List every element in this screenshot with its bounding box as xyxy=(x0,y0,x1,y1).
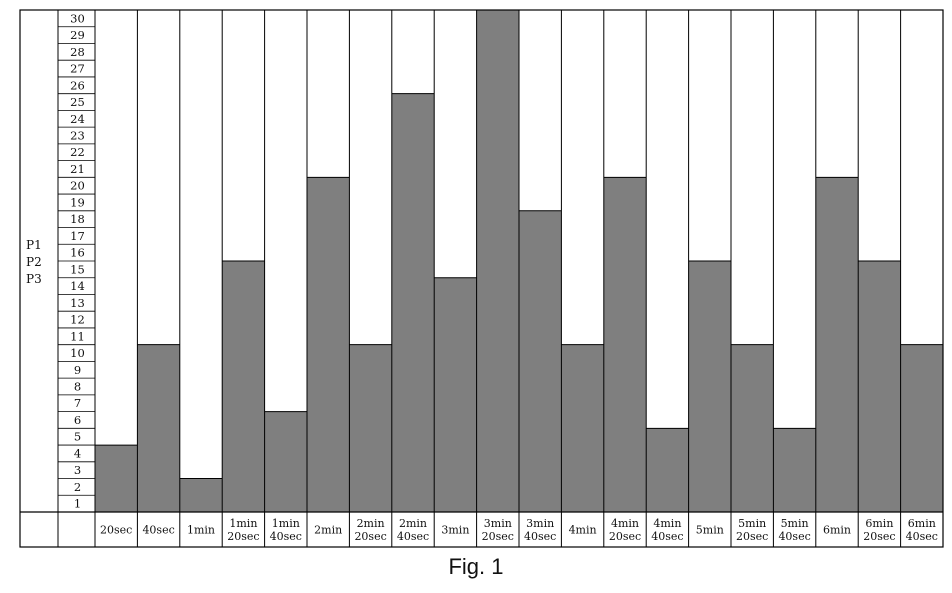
x-category-label: 5min xyxy=(781,517,809,530)
y-tick-label: 17 xyxy=(70,229,85,243)
x-category-label: 40sec xyxy=(397,530,429,543)
bar-10 xyxy=(476,10,519,512)
y-tick-label: 2 xyxy=(74,480,81,494)
y-tick-label: 29 xyxy=(70,28,85,42)
x-category-label: 5min xyxy=(696,524,724,537)
bar-4 xyxy=(222,261,265,512)
x-category-label: 4min xyxy=(611,517,639,530)
y-tick-label: 24 xyxy=(70,112,85,126)
bars-layer xyxy=(95,10,943,513)
y-tick-label: 22 xyxy=(70,145,85,159)
bar-3 xyxy=(179,478,223,512)
y-tick-label: 25 xyxy=(70,95,85,109)
y-tick-label: 4 xyxy=(74,446,81,460)
x-category-label: 2min xyxy=(314,524,342,537)
y-tick-label: 9 xyxy=(74,363,81,377)
y-tick-label: 10 xyxy=(70,346,85,360)
y-tick-label: 16 xyxy=(70,246,85,260)
bar-20 xyxy=(900,344,943,512)
y-tick-label: 27 xyxy=(70,62,85,76)
bar-12 xyxy=(561,344,604,512)
bar-19 xyxy=(858,261,901,512)
x-category-label: 20sec xyxy=(100,524,132,537)
y-tick-label: 13 xyxy=(70,296,85,310)
bar-7 xyxy=(349,344,392,512)
x-category-label: 2min xyxy=(357,517,385,530)
y-tick-label: 23 xyxy=(70,129,85,143)
x-category-label: 1min xyxy=(187,524,215,537)
bar-17 xyxy=(773,428,816,512)
x-category-label: 6min xyxy=(908,517,936,530)
x-category-label: 3min xyxy=(526,517,554,530)
y-tick-label: 11 xyxy=(70,329,85,343)
grid-layer xyxy=(19,9,944,548)
x-category-label: 6min xyxy=(823,524,851,537)
y-tick-label: 3 xyxy=(74,463,81,477)
x-category-label: 6min xyxy=(865,517,893,530)
y-tick-label: 19 xyxy=(70,195,85,209)
y-tick-label: 6 xyxy=(74,413,81,427)
y-tick-label: 30 xyxy=(70,11,85,25)
bar-8 xyxy=(391,93,435,513)
x-category-label: 20sec xyxy=(354,530,386,543)
y-tick-label: 14 xyxy=(70,279,85,293)
x-category-label: 20sec xyxy=(609,530,641,543)
figure-caption: Fig. 1 xyxy=(448,554,504,579)
bar-2 xyxy=(137,344,180,512)
y-tick-label: 20 xyxy=(70,179,85,193)
y-tick-label: 21 xyxy=(70,162,85,176)
row-label-line: P2 xyxy=(26,255,42,269)
y-tick-label: 7 xyxy=(74,396,81,410)
x-category-label: 20sec xyxy=(863,530,895,543)
x-category-label: 40sec xyxy=(270,530,302,543)
bar-9 xyxy=(434,277,477,512)
x-category-label: 20sec xyxy=(736,530,768,543)
x-category-label: 1min xyxy=(272,517,300,530)
bar-13 xyxy=(603,177,647,513)
x-category-label: 3min xyxy=(441,524,469,537)
bar-18 xyxy=(815,177,859,513)
y-tick-label: 1 xyxy=(74,497,81,511)
x-category-label: 20sec xyxy=(482,530,514,543)
y-tick-label: 28 xyxy=(70,45,85,59)
y-tick-label: 12 xyxy=(70,313,85,327)
x-category-label: 40sec xyxy=(906,530,938,543)
y-tick-label: 26 xyxy=(70,78,85,92)
x-category-label: 1min xyxy=(229,517,257,530)
bar-6 xyxy=(307,177,350,513)
x-category-label: 20sec xyxy=(227,530,259,543)
bar-14 xyxy=(646,428,689,512)
x-category-label: 40sec xyxy=(778,530,810,543)
bar-5 xyxy=(264,411,307,512)
x-category-label: 40sec xyxy=(524,530,556,543)
y-tick-label: 18 xyxy=(70,212,85,226)
bar-16 xyxy=(731,344,774,512)
x-category-label: 40sec xyxy=(651,530,683,543)
y-tick-label: 5 xyxy=(74,430,81,444)
x-category-label: 5min xyxy=(738,517,766,530)
y-tick-label: 8 xyxy=(74,380,81,394)
y-tick-label: 15 xyxy=(70,262,85,276)
x-category-label: 40sec xyxy=(142,524,174,537)
row-label-line: P3 xyxy=(26,272,42,286)
x-category-label: 4min xyxy=(653,517,681,530)
x-category-label: 3min xyxy=(484,517,512,530)
x-category-label: 2min xyxy=(399,517,427,530)
row-label-line: P1 xyxy=(26,238,42,252)
bar-11 xyxy=(519,210,562,513)
labels-layer: 1234567891011121314151617181920212223242… xyxy=(26,11,938,543)
x-category-label: 4min xyxy=(569,524,597,537)
bar-15 xyxy=(688,261,731,512)
bar-1 xyxy=(95,445,138,512)
